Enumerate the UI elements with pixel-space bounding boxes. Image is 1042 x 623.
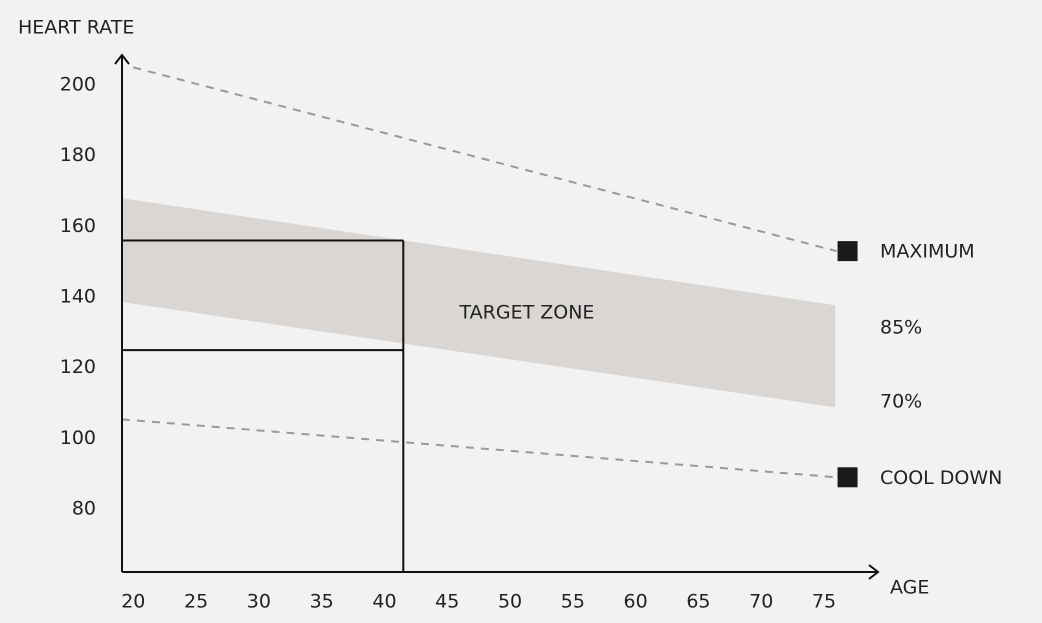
x-tick-label: 70 bbox=[749, 591, 773, 613]
y-axis-arrow bbox=[114, 53, 130, 65]
x-tick-label: 45 bbox=[435, 591, 459, 613]
x-tick-label: 60 bbox=[624, 591, 648, 613]
band-label: 70% bbox=[880, 391, 922, 413]
y-tick-label: 100 bbox=[60, 427, 96, 449]
x-axis-label: AGE bbox=[890, 577, 929, 599]
target-zone-label: TARGET ZONE bbox=[459, 302, 595, 324]
x-axis-arrow bbox=[868, 564, 880, 580]
y-tick-label: 80 bbox=[72, 498, 96, 520]
y-axis-label: HEART RATE bbox=[18, 17, 134, 39]
legend-marker bbox=[837, 467, 858, 488]
x-tick-label: 50 bbox=[498, 591, 522, 613]
x-tick-label: 55 bbox=[561, 591, 585, 613]
y-tick-label: 160 bbox=[60, 215, 96, 237]
x-tick-label: 65 bbox=[686, 591, 710, 613]
y-tick-label: 120 bbox=[60, 356, 96, 378]
y-tick-label: 200 bbox=[60, 74, 96, 96]
band-label: 85% bbox=[880, 317, 922, 339]
legend-marker bbox=[837, 241, 858, 262]
dashed-line bbox=[133, 66, 837, 253]
x-tick-label: 30 bbox=[247, 591, 271, 613]
x-tick-label: 40 bbox=[372, 591, 396, 613]
legend-label: MAXIMUM bbox=[880, 241, 975, 263]
x-tick-label: 25 bbox=[184, 591, 208, 613]
x-tick-label: 75 bbox=[812, 591, 836, 613]
target-zone bbox=[122, 198, 836, 408]
legend-label: COOL DOWN bbox=[880, 467, 1002, 489]
y-tick-label: 180 bbox=[60, 144, 96, 166]
x-tick-label: 20 bbox=[121, 591, 145, 613]
x-tick-label: 35 bbox=[310, 591, 334, 613]
y-tick-label: 140 bbox=[60, 286, 96, 308]
